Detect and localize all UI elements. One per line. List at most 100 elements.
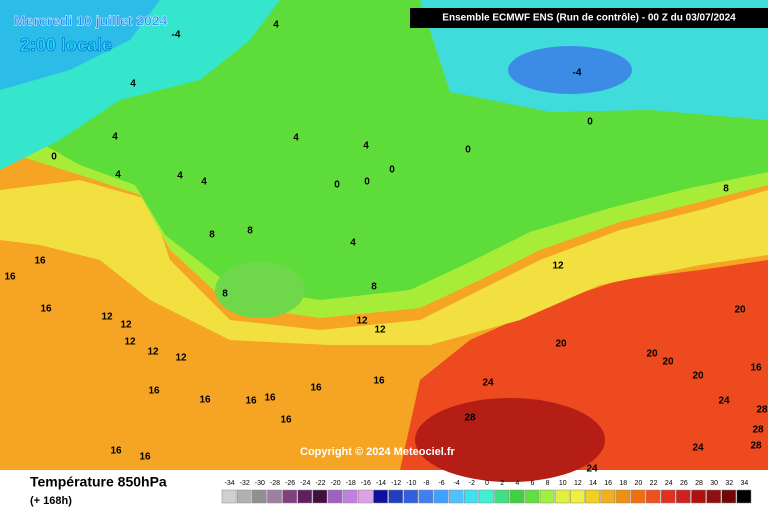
contour-label: 4 [201,177,207,188]
legend-swatch [221,489,237,504]
contour-label: 16 [110,446,122,457]
contour-label: 16 [280,415,292,426]
temperature-field [0,0,768,482]
contour-label: 0 [364,177,370,188]
legend-label: -26 [285,480,295,487]
legend-label: -4 [454,480,460,487]
contour-label: 16 [245,396,257,407]
contour-label: 24 [482,378,494,389]
legend-swatch [691,489,706,504]
legend-label: 26 [680,480,688,487]
contour-label: 8 [247,226,253,237]
contour-label: 20 [662,357,674,368]
legend-label: 10 [559,480,567,487]
legend-label: -8 [423,480,429,487]
legend-swatch [282,489,297,504]
legend-label: 4 [515,480,519,487]
legend-label: 32 [725,480,733,487]
legend-swatch [721,489,737,504]
contour-label: 12 [175,353,187,364]
contour-labels: -4 4 4 -4 0 4 4 4 0 0 4 4 4 0 0 0 8 8 8 4 16 16 12 8 8 16 12 12 12 12… [4,20,768,475]
contour-label: 8 [723,184,729,195]
legend-swatch [252,489,267,504]
legend-swatch [539,489,555,504]
legend-label: 34 [741,480,749,487]
legend-swatch [736,489,752,504]
legend-label: -22 [315,480,325,487]
contour-label: 28 [756,405,768,416]
contour-label: 0 [334,180,340,191]
contour-label: 16 [148,386,160,397]
contour-label: 16 [40,304,52,315]
legend-label: -32 [240,480,250,487]
legend-swatch [312,489,328,504]
legend-swatch [645,489,661,504]
legend-swatch [418,489,434,504]
legend-swatch [342,489,358,504]
legend-label: 6 [530,480,534,487]
legend-swatch [297,489,313,504]
legend-label: 22 [650,480,658,487]
contour-label: -4 [172,30,181,41]
legend-swatch [554,489,570,504]
legend-swatch [660,489,676,504]
contour-label: 16 [310,383,322,394]
contour-label: 12 [552,261,564,272]
contour-label: 20 [734,305,746,316]
legend-label: 28 [695,480,703,487]
contour-label: 0 [587,117,593,128]
legend-swatch [706,489,721,504]
contour-label: 16 [199,395,211,406]
contour-label: 16 [750,363,762,374]
contour-label: 12 [147,347,159,358]
model-run: Ensemble ECMWF ENS (Run de contrôle) - 0… [442,13,736,24]
legend-label: -16 [361,480,371,487]
legend-label: 30 [710,480,718,487]
legend-label: 20 [635,480,643,487]
legend-swatch [524,489,540,504]
legend-swatch [630,489,646,504]
legend-swatch [615,489,631,504]
legend-swatch [403,489,419,504]
contour-label: 4 [350,238,356,249]
contour-label: 28 [464,413,476,424]
contour-label: 24 [586,464,598,475]
legend-swatch [448,489,464,504]
contour-label: 12 [374,325,386,336]
contour-label: 20 [692,371,704,382]
contour-label: 24 [692,443,704,454]
legend-label: -12 [391,480,401,487]
header-box [410,8,768,28]
contour-label: 12 [124,337,136,348]
legend-label: 2 [500,480,504,487]
legend-swatch [600,489,615,504]
lead-time: (+ 168h) [30,495,72,507]
legend-label: -34 [225,480,235,487]
contour-label: 28 [752,425,764,436]
footer-title: Température 850hPa [30,474,167,490]
contour-label: 0 [389,165,395,176]
contour-label: 4 [273,20,279,31]
contour-label: 4 [130,79,136,90]
legend-swatch [358,489,373,504]
legend-label: 24 [665,480,673,487]
legend-swatch [509,489,525,504]
contour-label: 12 [356,316,368,327]
contour-label: 24 [718,396,730,407]
legend-swatch [433,489,449,504]
legend-swatch [479,489,494,504]
legend-swatch [373,489,388,504]
legend-label: -30 [255,480,265,487]
legend-label: -6 [438,480,444,487]
legend-label: -28 [270,480,280,487]
contour-label: -4 [573,68,582,79]
legend-swatch [267,489,282,504]
contour-label: 20 [646,349,658,360]
legend-label: -24 [300,480,310,487]
legend-swatch [327,489,343,504]
legend-label: -2 [469,480,475,487]
color-legend: -34 -32 -30 -28 -26 -24 -22 -20 -18 -16 -14 -12 -10-… [221,480,752,504]
contour-label: 4 [115,170,121,181]
contour-label: 4 [363,141,369,152]
